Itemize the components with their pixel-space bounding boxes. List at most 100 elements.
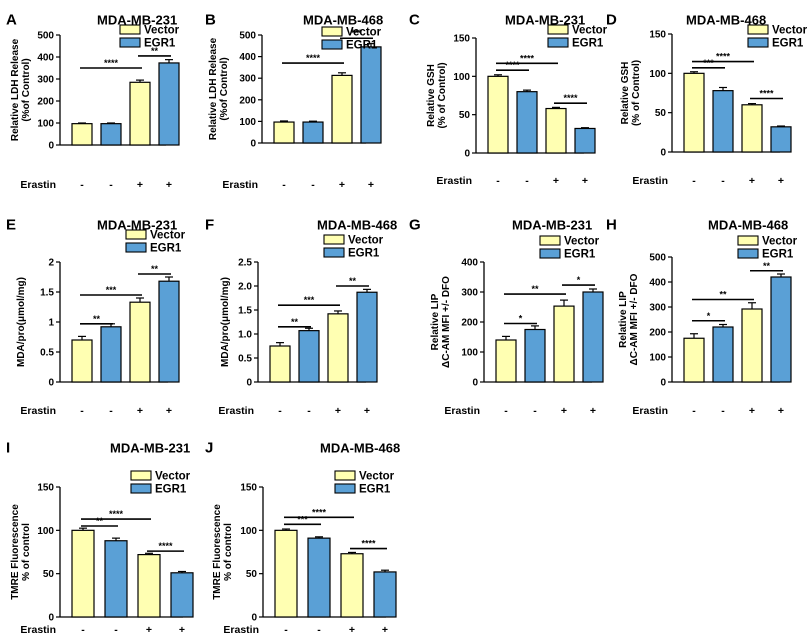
y-tick-label: 2.5 bbox=[238, 258, 252, 269]
y-tick-label: 300 bbox=[461, 288, 478, 299]
treatment-label: Erastin bbox=[444, 405, 480, 417]
treatment-sign: - bbox=[114, 624, 118, 636]
legend-swatch-egr1 bbox=[130, 483, 152, 494]
legend-swatch-vector bbox=[747, 24, 769, 35]
bar-vector bbox=[71, 529, 95, 618]
y-tick-label: 50 bbox=[43, 569, 55, 580]
significance-label: **** bbox=[563, 93, 578, 103]
legend-swatch-vector bbox=[130, 470, 152, 481]
panel-title: MDA-MB-231 bbox=[505, 13, 585, 28]
y-tick-label: 100 bbox=[461, 348, 478, 359]
legend-swatch-egr1 bbox=[539, 248, 561, 259]
significance-label: *** bbox=[351, 28, 362, 38]
y-tick-label: 1.5 bbox=[238, 306, 252, 317]
bar-vector bbox=[741, 104, 763, 153]
treatment-label: Erastin bbox=[223, 624, 259, 636]
legend-label: EGR1 bbox=[348, 248, 380, 260]
y-tick-label: 0 bbox=[464, 149, 470, 160]
legend-label: EGR1 bbox=[762, 249, 794, 261]
bar-egr1 bbox=[524, 328, 546, 383]
bar-vector bbox=[487, 75, 509, 154]
significance-label: **** bbox=[104, 58, 119, 68]
bar-egr1 bbox=[158, 280, 180, 383]
y-tick-label: 50 bbox=[459, 110, 471, 121]
treatment-label: Erastin bbox=[222, 179, 258, 191]
significance-label: * bbox=[577, 275, 581, 285]
treatment-sign: + bbox=[137, 405, 143, 417]
treatment-sign: - bbox=[307, 405, 311, 417]
panel-j: J MDA-MB-468 0 50 100 150 TMRE Fluorescence% o… bbox=[205, 439, 400, 636]
treatment-sign: + bbox=[553, 175, 559, 187]
legend-swatch-vector bbox=[547, 24, 569, 35]
y-tick-label: 200 bbox=[649, 328, 666, 339]
treatment-sign: + bbox=[179, 624, 185, 636]
y-axis-label: Relative LIPΔC-AM MFI +/- DFO bbox=[618, 273, 640, 365]
bar-egr1 bbox=[516, 91, 538, 154]
bar-vector bbox=[331, 74, 353, 144]
y-tick-label: 1 bbox=[48, 318, 54, 329]
bar-egr1 bbox=[104, 540, 128, 618]
significance-label: ** bbox=[763, 261, 771, 271]
legend-label: Vector bbox=[155, 471, 191, 483]
treatment-sign: - bbox=[81, 624, 85, 636]
treatment-label: Erastin bbox=[632, 405, 668, 417]
panel-title: MDA-MB-468 bbox=[686, 13, 766, 28]
y-tick-label: 100 bbox=[240, 526, 257, 537]
y-axis-label-line: Relative LDH Release bbox=[10, 38, 21, 141]
treatment-sign: + bbox=[382, 624, 388, 636]
y-tick-label: 400 bbox=[649, 278, 666, 289]
y-tick-label: 1.0 bbox=[238, 330, 252, 341]
panel-d: D MDA-MB-468 0 50 100 150 Relative GSH(% of Co… bbox=[606, 11, 808, 187]
treatment-sign: - bbox=[282, 179, 286, 191]
panel-title: MDA-MB-231 bbox=[110, 441, 190, 456]
y-axis-label-line: MDA/pro(μmol/mg) bbox=[16, 277, 27, 367]
significance-label: *** bbox=[106, 285, 117, 295]
y-tick-label: 150 bbox=[453, 34, 470, 45]
legend-swatch-egr1 bbox=[737, 248, 759, 259]
treatment-sign: - bbox=[311, 179, 315, 191]
legend-label: EGR1 bbox=[359, 484, 391, 496]
panel-i: I MDA-MB-231 0 50 100 150 TMRE Fluorescence% o… bbox=[6, 439, 194, 636]
significance-label: ** bbox=[719, 290, 727, 300]
legend-swatch-vector bbox=[321, 26, 343, 37]
significance-label: **** bbox=[109, 509, 124, 519]
y-tick-label: 2 bbox=[48, 258, 54, 269]
bar-vector bbox=[129, 81, 151, 146]
y-axis-label-line: ΔC-AM MFI +/- DFO bbox=[629, 273, 640, 365]
significance-label: ** bbox=[96, 516, 104, 526]
significance-label: ** bbox=[349, 276, 357, 286]
bar-vector bbox=[269, 345, 291, 383]
significance-label: * bbox=[519, 314, 523, 324]
bar-egr1 bbox=[712, 90, 734, 153]
significance-label: ** bbox=[291, 317, 299, 327]
y-tick-label: 0.5 bbox=[238, 354, 252, 365]
treatment-sign: - bbox=[692, 405, 696, 417]
y-tick-label: 300 bbox=[649, 303, 666, 314]
bar-vector bbox=[683, 337, 705, 383]
y-tick-label: 150 bbox=[649, 30, 666, 41]
bar-egr1 bbox=[770, 276, 792, 383]
panel-label: H bbox=[606, 216, 617, 233]
bar-vector bbox=[274, 529, 298, 618]
legend-label: Vector bbox=[348, 235, 384, 247]
treatment-sign: + bbox=[146, 624, 152, 636]
treatment-sign: + bbox=[778, 175, 784, 187]
bar-egr1 bbox=[360, 46, 382, 144]
treatment-label: Erastin bbox=[20, 179, 56, 191]
legend-label: EGR1 bbox=[150, 243, 182, 255]
y-tick-label: 500 bbox=[37, 31, 54, 42]
significance-label: **** bbox=[158, 541, 173, 551]
panel-title: MDA-MB-468 bbox=[317, 218, 397, 233]
y-tick-label: 0 bbox=[48, 613, 54, 624]
legend-label: EGR1 bbox=[572, 38, 604, 50]
bar-vector bbox=[129, 301, 151, 383]
bar-vector bbox=[553, 305, 575, 383]
y-tick-label: 0 bbox=[472, 378, 478, 389]
y-tick-label: 0 bbox=[660, 148, 666, 159]
y-tick-label: 400 bbox=[37, 53, 54, 64]
legend-label: Vector bbox=[346, 27, 382, 39]
bar-egr1 bbox=[356, 291, 378, 383]
y-axis-label: Relative GSH(% of Control) bbox=[620, 60, 642, 126]
y-axis-label: MDA/pro(μmol/mg) bbox=[16, 277, 27, 367]
